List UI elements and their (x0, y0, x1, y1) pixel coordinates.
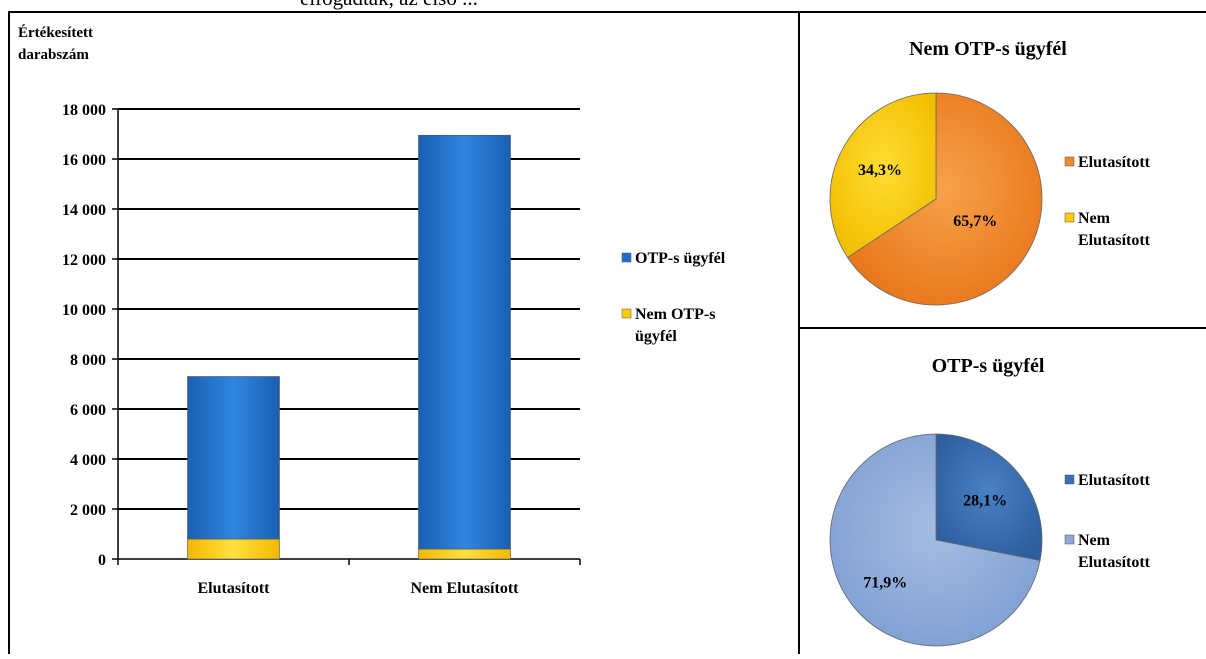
pie-chart-non-otp: Nem OTP-s ügyfél 65,7% 34,3% Elutasított Nem… (829, 38, 1151, 306)
bar-segment (187, 376, 280, 540)
legend-label: Elutasított (1078, 472, 1151, 489)
y-tick-label: 14 000 (62, 202, 106, 219)
y-tick-label: 16 000 (62, 152, 106, 169)
legend-label: Elutasított (1078, 154, 1151, 171)
pie-slice (829, 433, 1041, 647)
legend-label: OTP-s ügyfél (635, 250, 726, 267)
x-tick-label: Elutasított (198, 580, 271, 597)
bar-segment (187, 538, 280, 560)
y-tick-label: 2 000 (70, 502, 106, 519)
legend-label: Nem Elutasított (1078, 532, 1151, 571)
y-tick-label: 8 000 (70, 352, 106, 369)
x-tick-label: Nem Elutasított (411, 580, 520, 597)
legend-swatch (1064, 212, 1075, 223)
pie-value-label: 28,1% (963, 493, 1007, 510)
pie-chart-panel-otp: OTP-s ügyfél 28,1% 71,9% Elutasított Nem Elut… (800, 327, 1206, 654)
pie-title: OTP-s ügyfél (932, 355, 1045, 377)
legend-swatch (1064, 534, 1075, 545)
y-axis-label-line2: darabszám (18, 47, 89, 63)
pie-slice (847, 92, 1043, 306)
y-tick-label: 12 000 (62, 252, 106, 269)
pie-title: Nem OTP-s ügyfél (909, 38, 1067, 60)
y-axis-label-line1: Értékesített (18, 24, 93, 41)
legend-swatch (1064, 474, 1075, 485)
pie-chart-panel-non-otp: Nem OTP-s ügyfél 65,7% 34,3% Elutasított Nem… (800, 11, 1206, 329)
legend-swatch (621, 252, 632, 263)
legend-swatch (1064, 156, 1075, 167)
pie-slice (829, 92, 937, 259)
y-tick-label: 4 000 (70, 452, 106, 469)
pie-chart-otp: OTP-s ügyfél 28,1% 71,9% Elutasított Nem Elut… (829, 355, 1151, 647)
y-tick-label: 0 (98, 552, 106, 569)
bar-chart: Értékesített darabszám 0 2 000 4 000 6 000 8… (18, 24, 726, 597)
y-tick-label: 6 000 (70, 402, 106, 419)
bar-segment (418, 548, 511, 560)
bar-segment (418, 134, 511, 550)
legend-label: Nem OTP-s ügyfél (635, 306, 715, 345)
pie-value-label: 34,3% (858, 162, 902, 179)
y-tick-label: 10 000 (62, 302, 106, 319)
bar-chart-panel: Értékesített darabszám 0 2 000 4 000 6 000 8… (8, 11, 800, 654)
pie-slice (935, 433, 1043, 561)
pie-value-label: 71,9% (863, 575, 907, 592)
y-tick-label: 18 000 (62, 102, 106, 119)
legend-label: Nem Elutasított (1078, 210, 1151, 249)
legend-swatch (621, 308, 632, 319)
cropped-caption-text: elfogadták, az első ... (300, 0, 478, 11)
pie-value-label: 65,7% (953, 213, 997, 230)
